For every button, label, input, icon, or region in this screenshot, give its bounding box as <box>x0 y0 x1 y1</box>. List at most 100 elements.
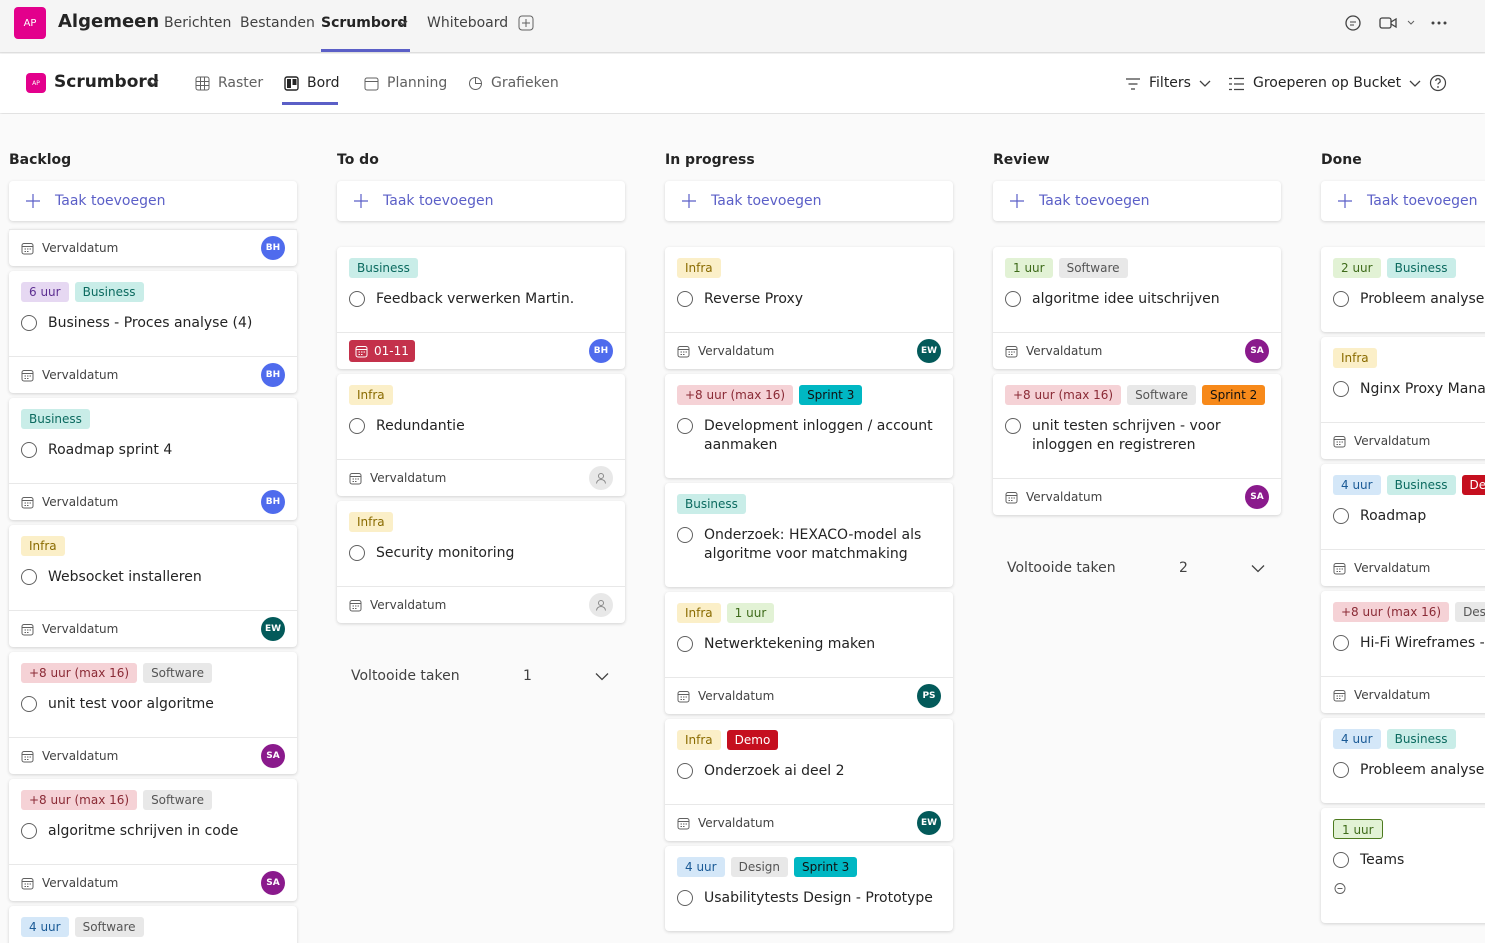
assignee-avatar[interactable]: BH <box>261 236 285 260</box>
task-card[interactable]: 4 uurBusinessDemo Roadmap Vervaldatum <box>1321 464 1485 586</box>
complete-checkbox[interactable] <box>1333 508 1349 524</box>
complete-checkbox[interactable] <box>677 291 693 307</box>
assignee-avatar[interactable]: EW <box>261 617 285 641</box>
more-icon[interactable] <box>1430 20 1448 26</box>
task-label: 2 uur <box>1333 258 1381 278</box>
complete-checkbox[interactable] <box>1333 635 1349 651</box>
card-body: +8 uur (max 16)Design Hi-Fi Wireframes - … <box>1321 591 1485 676</box>
assignee-avatar[interactable]: EW <box>917 339 941 363</box>
task-card[interactable]: Infra Nginx Proxy Manage Vervaldatum <box>1321 337 1485 459</box>
help-icon[interactable] <box>1429 74 1447 92</box>
task-card[interactable]: 2 uur Business Probleem analyse 3 <box>1321 247 1485 332</box>
task-card[interactable]: +8 uur (max 16) Software algoritme schrijv… <box>9 779 297 901</box>
chevron-icon-svg <box>595 672 609 680</box>
assignee-avatar[interactable]: BH <box>261 363 285 387</box>
add-task-button[interactable]: Taak toevoegen <box>1321 181 1485 221</box>
view-tab[interactable]: Planning <box>364 54 447 113</box>
tab[interactable]: Berichten <box>164 15 232 31</box>
task-card[interactable]: Business Roadmap sprint 4 Vervaldatum BH <box>9 398 297 520</box>
complete-checkbox[interactable] <box>677 890 693 906</box>
complete-checkbox[interactable] <box>1333 852 1349 868</box>
task-card[interactable]: Infra Demo Onderzoek ai deel 2 Vervaldatum E… <box>665 719 953 841</box>
chevron <box>1199 80 1211 87</box>
chat-icon[interactable] <box>1344 14 1362 32</box>
complete-checkbox[interactable] <box>677 527 693 543</box>
complete-checkbox[interactable] <box>21 696 37 712</box>
task-card[interactable]: Vervaldatum BH <box>9 229 297 266</box>
complete-checkbox[interactable] <box>1333 291 1349 307</box>
calendar-icon-svg <box>1333 562 1346 574</box>
assignee-avatar[interactable]: SA <box>261 871 285 895</box>
view-tab[interactable]: Bord <box>284 54 340 113</box>
assignee-avatar[interactable]: BH <box>261 490 285 514</box>
card-body: Business Onderzoek: HEXACO-model als algo… <box>665 483 953 587</box>
assignee-avatar[interactable]: SA <box>261 744 285 768</box>
tab[interactable]: Whiteboard <box>427 15 509 31</box>
task-card[interactable]: Infra Security monitoring Vervaldatum <box>337 501 625 623</box>
calendar-icon <box>677 817 690 830</box>
task-card[interactable]: +8 uur (max 16)Design Hi-Fi Wireframes - … <box>1321 591 1485 713</box>
complete-checkbox[interactable] <box>21 569 37 585</box>
task-card[interactable]: 4 uur Design Sprint 3 Usabilitytests Design… <box>665 846 953 931</box>
tab[interactable]: Bestanden <box>240 15 315 31</box>
add-tab-icon[interactable] <box>518 15 534 31</box>
task-card[interactable]: 4 uur Business Probleem analyse 4 <box>1321 718 1485 803</box>
meet-icon[interactable] <box>1379 15 1419 31</box>
assignee-avatar[interactable]: SA <box>1245 339 1269 363</box>
complete-checkbox[interactable] <box>1005 291 1021 307</box>
task-list: Business Feedback verwerken Martin. 01-11 B… <box>337 247 625 696</box>
add-task-button[interactable]: Taak toevoegen <box>337 181 625 221</box>
task-card[interactable]: Infra Websocket installeren Vervaldatum EW <box>9 525 297 647</box>
complete-checkbox[interactable] <box>349 545 365 561</box>
plus-icon-svg <box>354 194 368 208</box>
card-body: 4 uurBusinessDemo Roadmap <box>1321 464 1485 549</box>
task-card[interactable]: 6 uur Business Business - Proces analyse (… <box>9 271 297 393</box>
complete-checkbox[interactable] <box>21 315 37 331</box>
task-card[interactable]: +8 uur (max 16) Software unit test voor al… <box>9 652 297 774</box>
complete-checkbox[interactable] <box>21 823 37 839</box>
task-label: +8 uur (max 16) <box>21 663 138 683</box>
completed-tasks-toggle[interactable]: Voltooide taken 1 <box>337 656 625 696</box>
complete-checkbox[interactable] <box>677 636 693 652</box>
tab[interactable]: Scrumbord <box>321 15 408 31</box>
assignee-avatar[interactable]: SA <box>1245 485 1269 509</box>
task-card[interactable]: Infra Redundantie Vervaldatum <box>337 374 625 496</box>
complete-checkbox[interactable] <box>1005 418 1021 434</box>
plan-title[interactable]: Scrumbord <box>54 72 159 92</box>
task-card[interactable]: 1 uur Teams <box>1321 808 1485 923</box>
task-card[interactable]: Infra Reverse Proxy Vervaldatum EW <box>665 247 953 369</box>
assign-button[interactable] <box>589 466 613 490</box>
complete-checkbox[interactable] <box>1333 381 1349 397</box>
complete-checkbox[interactable] <box>1333 762 1349 778</box>
view-tab[interactable]: Grafieken <box>468 54 559 113</box>
task-card[interactable]: Business Feedback verwerken Martin. 01-11 B… <box>337 247 625 369</box>
task-label: Sprint 3 <box>794 857 858 877</box>
assignee-avatar[interactable]: PS <box>917 684 941 708</box>
task-card[interactable]: +8 uur (max 16) Sprint 3 Development inlog… <box>665 374 953 478</box>
title-row: Hi-Fi Wireframes - C sprint 2 <box>1333 634 1485 653</box>
complete-checkbox[interactable] <box>349 291 365 307</box>
task-card[interactable]: Infra 1 uur Netwerktekening maken Vervaldat… <box>665 592 953 714</box>
view-tab[interactable]: Raster <box>195 54 263 113</box>
task-card[interactable]: 1 uur Software algoritme idee uitschrijven… <box>993 247 1281 369</box>
add-task-button[interactable]: Taak toevoegen <box>993 181 1281 221</box>
complete-checkbox[interactable] <box>349 418 365 434</box>
complete-checkbox[interactable] <box>21 442 37 458</box>
assignee-avatar[interactable]: EW <box>917 811 941 835</box>
assign-button[interactable] <box>589 593 613 617</box>
group-button[interactable]: Groeperen op Bucket <box>1228 54 1421 113</box>
add-task-button[interactable]: Taak toevoegen <box>9 181 297 221</box>
complete-checkbox[interactable] <box>677 763 693 779</box>
channel-title: Algemeen <box>58 11 160 32</box>
filters-button[interactable]: Filters <box>1125 54 1211 113</box>
chevron <box>398 20 408 26</box>
task-card[interactable]: +8 uur (max 16) Software Sprint 2 unit test… <box>993 374 1281 515</box>
calendar-icon <box>21 369 34 382</box>
add-task-button[interactable]: Taak toevoegen <box>665 181 953 221</box>
completed-tasks-toggle[interactable]: Voltooide taken 2 <box>993 548 1281 588</box>
complete-checkbox[interactable] <box>677 418 693 434</box>
task-label: 6 uur <box>21 282 69 302</box>
assignee-avatar[interactable]: BH <box>589 339 613 363</box>
task-card[interactable]: 4 uur Software <box>9 906 297 943</box>
task-card[interactable]: Business Onderzoek: HEXACO-model als algo… <box>665 483 953 587</box>
